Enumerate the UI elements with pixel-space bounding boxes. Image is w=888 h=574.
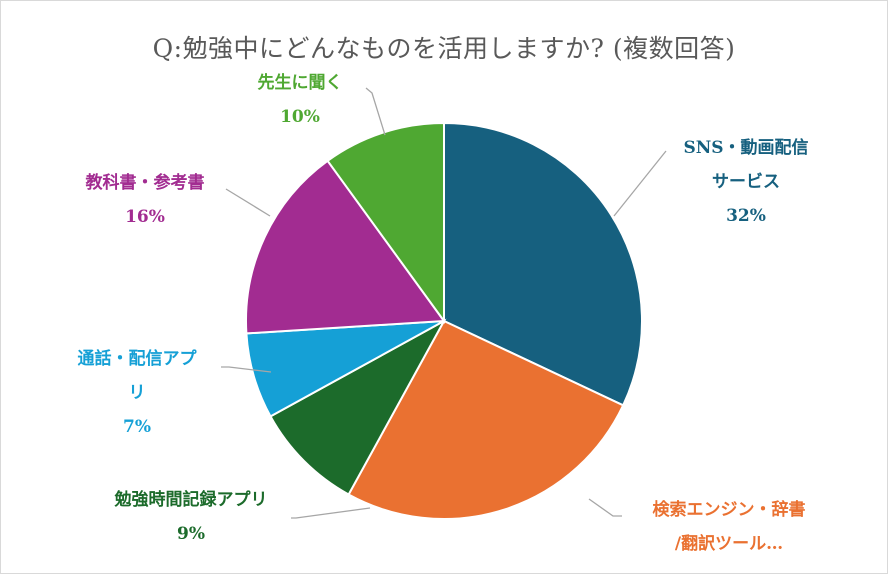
slice-label-textbook: 教科書・参考書 16%: [55, 166, 235, 234]
pie-slice: [269, 318, 447, 496]
pie-slice: [326, 121, 445, 325]
label-line: 勉強時間記録アプリ: [114, 490, 268, 510]
percent-label: 32%: [726, 206, 766, 226]
leader-line: [365, 87, 386, 136]
label-line: 通話・配信アプ: [77, 349, 197, 369]
label-line: リ: [128, 383, 146, 403]
percent-label: 10%: [280, 107, 320, 127]
slice-label-search: 検索エンジン・辞書 /翻訳ツール…: [619, 493, 839, 561]
label-line: 検索エンジン・辞書: [652, 500, 806, 520]
leader-line: [225, 188, 271, 217]
percent-label: 7%: [123, 417, 151, 437]
percent-label: 16%: [125, 207, 165, 227]
slice-label-sns: SNS・動画配信 サービス 32%: [656, 131, 836, 233]
chart-title: Q:勉強中にどんなものを活用しますか? (複数回答): [152, 34, 736, 63]
leader-line: [588, 498, 622, 517]
label-line: /翻訳ツール…: [674, 534, 784, 554]
label-line: 先生に聞く: [257, 73, 343, 93]
slice-label-call-app: 通話・配信アプ リ 7%: [47, 342, 227, 444]
leader-line: [613, 150, 667, 217]
leader-line: [221, 366, 272, 373]
label-line: サービス: [712, 172, 780, 192]
slice-label-teacher: 先生に聞く 10%: [225, 66, 375, 134]
label-line: SNS・動画配信: [683, 138, 809, 158]
pie-slice: [245, 159, 446, 335]
pie-slice: [443, 121, 643, 407]
slice-label-study-timer: 勉強時間記録アプリ 9%: [86, 483, 296, 551]
percent-label: 9%: [177, 524, 205, 544]
leader-line: [291, 507, 371, 519]
label-line: 教科書・参考書: [85, 173, 205, 193]
